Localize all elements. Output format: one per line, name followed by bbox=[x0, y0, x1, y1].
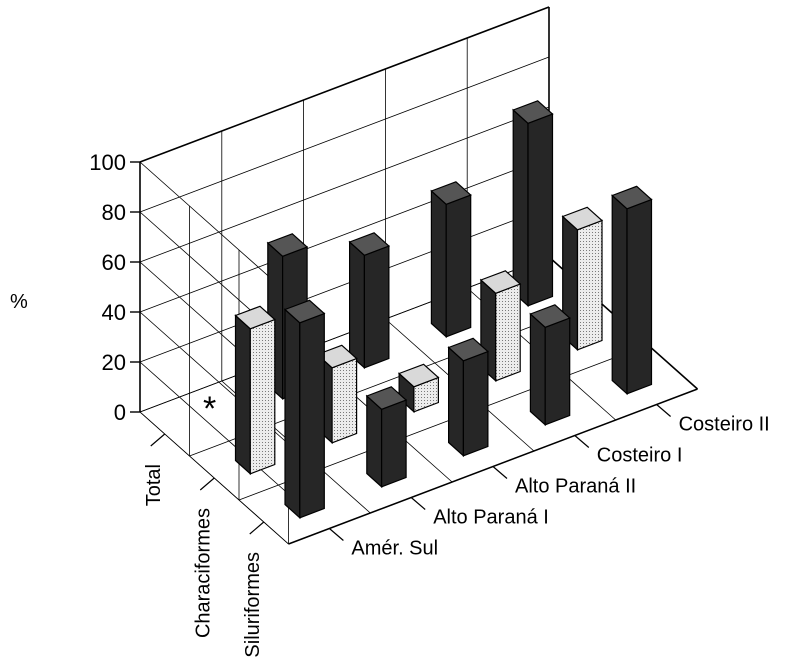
bar-characiformes-4 bbox=[561, 206, 604, 352]
bar-characiformes-2 bbox=[397, 363, 440, 414]
bar-top-face bbox=[283, 299, 326, 324]
side-wall-gridline bbox=[139, 161, 289, 295]
group-label: Siluriformes bbox=[242, 552, 264, 658]
bar-front-face bbox=[299, 312, 325, 519]
bars bbox=[234, 100, 653, 520]
group-tick bbox=[150, 433, 166, 447]
bar-top-face bbox=[266, 233, 309, 257]
group-label: Characiformes bbox=[192, 508, 214, 638]
y-tick-label: 40 bbox=[102, 300, 126, 325]
bar-side-face bbox=[366, 394, 383, 489]
bar-front-face bbox=[527, 113, 554, 307]
category-label: Amér. Sul bbox=[351, 538, 438, 560]
y-tick-label: 20 bbox=[102, 350, 126, 375]
bar-top-face bbox=[479, 270, 522, 294]
bar-front-face bbox=[445, 194, 472, 338]
back-wall-gridline bbox=[139, 56, 550, 213]
bar-front-face bbox=[495, 283, 521, 382]
y-tick-label: 0 bbox=[114, 400, 126, 425]
category-label: Costeiro II bbox=[679, 414, 770, 436]
bar-top-face bbox=[561, 206, 604, 231]
bar-siluriformes-2 bbox=[447, 337, 490, 458]
bar-top-face bbox=[512, 100, 554, 124]
group-label: Total bbox=[143, 464, 165, 506]
bar-side-face bbox=[430, 189, 447, 339]
category-tick bbox=[574, 435, 590, 448]
bar-front-face bbox=[576, 219, 603, 351]
bar-top-face bbox=[529, 304, 571, 328]
category-tick bbox=[410, 497, 426, 510]
y-tick-label: 80 bbox=[102, 200, 126, 225]
bar-top-face bbox=[348, 232, 391, 256]
back-wall-gridline bbox=[139, 156, 550, 313]
bar-front-face bbox=[544, 317, 571, 426]
group-tick bbox=[249, 521, 265, 535]
bar-top-face bbox=[447, 337, 490, 362]
bar-front-face bbox=[363, 245, 390, 369]
bar-side-face bbox=[349, 240, 365, 370]
bar-top-face bbox=[234, 305, 276, 330]
bar-siluriformes-4 bbox=[611, 185, 653, 396]
bar-side-face bbox=[284, 308, 301, 520]
category-label: Alto Paraná II bbox=[515, 476, 636, 498]
bar-front-face bbox=[331, 357, 358, 444]
missing-data-annotation: * bbox=[203, 390, 216, 428]
bar-top-face bbox=[430, 181, 472, 205]
bar-siluriformes-3 bbox=[529, 304, 571, 427]
bar-total-4 bbox=[512, 100, 554, 308]
y-tick-label: 100 bbox=[89, 150, 126, 175]
category-label: Alto Paraná I bbox=[433, 507, 549, 529]
bar-front-face bbox=[462, 350, 489, 457]
bar-side-face bbox=[529, 312, 546, 427]
bar-front-face bbox=[249, 318, 276, 475]
category-tick bbox=[656, 404, 671, 417]
labels: 0 20 40 60 80 100 Amér. Sul Alto Paraná I Alto P… bbox=[89, 150, 769, 658]
y-tick-label: 60 bbox=[102, 250, 126, 275]
bar-side-face bbox=[512, 108, 529, 308]
bar-total-3 bbox=[430, 181, 472, 339]
bar-side-face bbox=[448, 346, 464, 458]
side-wall-gridline bbox=[139, 361, 289, 495]
back-wall-top-edge bbox=[139, 6, 550, 163]
bar-characiformes-0 bbox=[234, 305, 276, 476]
back-wall-gridline bbox=[139, 106, 550, 263]
bar-side-face bbox=[611, 194, 628, 396]
bar-top-face bbox=[611, 185, 653, 210]
bar-siluriformes-0 bbox=[283, 299, 326, 520]
bar-side-face bbox=[234, 314, 251, 476]
bar-front-face bbox=[626, 198, 653, 395]
bar-siluriformes-1 bbox=[365, 386, 408, 489]
bar-top-face bbox=[397, 363, 440, 388]
group-tick bbox=[199, 477, 215, 491]
back-wall-gridline bbox=[139, 206, 550, 363]
bar-total-2 bbox=[348, 232, 391, 370]
category-tick bbox=[329, 528, 344, 541]
bar-front-face bbox=[381, 399, 407, 488]
category-tick bbox=[492, 466, 508, 479]
category-label: Costeiro I bbox=[597, 445, 683, 467]
bar-top-face bbox=[365, 386, 408, 410]
y-axis-label: % bbox=[10, 291, 28, 313]
bar-top-face bbox=[316, 344, 358, 369]
